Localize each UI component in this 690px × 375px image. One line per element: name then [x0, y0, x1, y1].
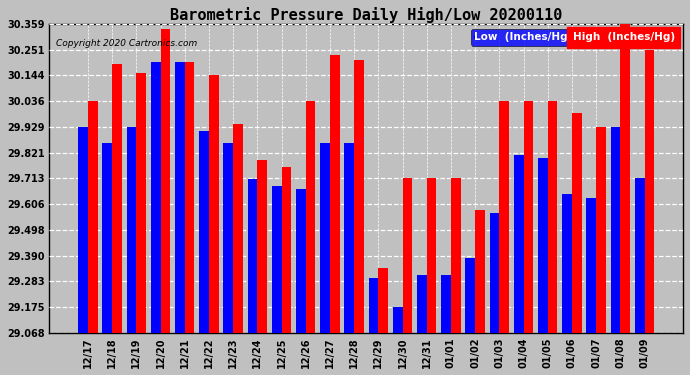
- Bar: [417, 275, 426, 333]
- Bar: [514, 155, 524, 333]
- Bar: [402, 178, 412, 333]
- Bar: [209, 75, 219, 333]
- Bar: [611, 127, 620, 333]
- Bar: [248, 179, 257, 333]
- Bar: [306, 101, 315, 333]
- Bar: [378, 268, 388, 333]
- Bar: [151, 62, 161, 333]
- Bar: [548, 101, 558, 333]
- Legend: Low  (Inches/Hg), High  (Inches/Hg): Low (Inches/Hg), High (Inches/Hg): [471, 29, 678, 46]
- Bar: [475, 210, 485, 333]
- Bar: [620, 24, 630, 333]
- Bar: [635, 178, 644, 333]
- Bar: [161, 28, 170, 333]
- Bar: [490, 213, 500, 333]
- Bar: [442, 275, 451, 333]
- Bar: [282, 167, 291, 333]
- Bar: [233, 124, 243, 333]
- Bar: [562, 194, 572, 333]
- Bar: [572, 114, 582, 333]
- Bar: [224, 143, 233, 333]
- Bar: [393, 307, 402, 333]
- Bar: [127, 127, 137, 333]
- Bar: [466, 258, 475, 333]
- Bar: [320, 143, 330, 333]
- Bar: [586, 198, 596, 333]
- Bar: [199, 131, 209, 333]
- Bar: [102, 143, 112, 333]
- Bar: [344, 143, 354, 333]
- Bar: [272, 186, 282, 333]
- Bar: [368, 278, 378, 333]
- Bar: [78, 127, 88, 333]
- Bar: [596, 127, 606, 333]
- Bar: [524, 101, 533, 333]
- Bar: [451, 178, 461, 333]
- Bar: [426, 178, 437, 333]
- Bar: [354, 60, 364, 333]
- Bar: [185, 62, 195, 333]
- Bar: [538, 158, 548, 333]
- Bar: [296, 189, 306, 333]
- Bar: [112, 64, 122, 333]
- Bar: [330, 55, 339, 333]
- Bar: [88, 101, 97, 333]
- Bar: [137, 73, 146, 333]
- Bar: [500, 101, 509, 333]
- Bar: [175, 62, 185, 333]
- Bar: [644, 50, 654, 333]
- Title: Barometric Pressure Daily High/Low 20200110: Barometric Pressure Daily High/Low 20200…: [170, 7, 562, 23]
- Text: Copyright 2020 Cartronics.com: Copyright 2020 Cartronics.com: [56, 39, 197, 48]
- Bar: [257, 160, 267, 333]
